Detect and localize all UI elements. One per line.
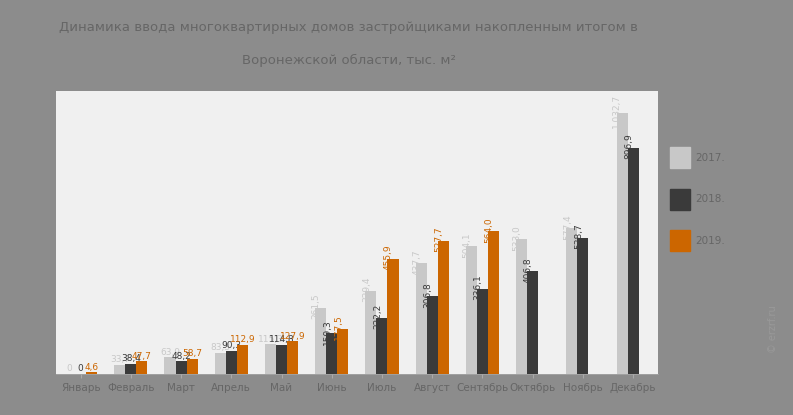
- Bar: [86, 372, 98, 374]
- Text: 38,4: 38,4: [121, 354, 141, 363]
- Bar: [164, 357, 175, 374]
- Bar: [237, 345, 248, 374]
- Text: 222,2: 222,2: [373, 304, 382, 329]
- Bar: [315, 308, 326, 374]
- Bar: [627, 147, 638, 374]
- Bar: [226, 351, 237, 374]
- Bar: [577, 238, 588, 374]
- Bar: [326, 333, 337, 374]
- Text: 48,2: 48,2: [171, 352, 191, 361]
- Text: 2018.: 2018.: [695, 194, 726, 204]
- Bar: [377, 317, 388, 374]
- Text: 0: 0: [67, 364, 72, 373]
- Text: © erzrf.ru: © erzrf.ru: [768, 305, 778, 353]
- Text: 533,0: 533,0: [512, 225, 522, 251]
- Bar: [276, 344, 287, 374]
- Bar: [566, 228, 577, 374]
- Text: 336,1: 336,1: [473, 275, 482, 300]
- Bar: [114, 365, 125, 374]
- Bar: [477, 289, 488, 374]
- Text: 406,8: 406,8: [523, 257, 533, 283]
- Text: 83,3: 83,3: [210, 343, 230, 352]
- Bar: [427, 296, 438, 374]
- Bar: [388, 259, 399, 374]
- Bar: [438, 241, 449, 374]
- Text: 2017.: 2017.: [695, 153, 726, 163]
- Text: 47,7: 47,7: [132, 352, 151, 361]
- Bar: [516, 239, 527, 374]
- Bar: [416, 263, 427, 374]
- Bar: [287, 341, 298, 374]
- Text: 114,8: 114,8: [269, 335, 294, 344]
- Text: 4,6: 4,6: [85, 363, 99, 371]
- Bar: [136, 361, 147, 374]
- Bar: [125, 364, 136, 374]
- Text: 33,7: 33,7: [109, 355, 130, 364]
- Text: 577,4: 577,4: [563, 214, 572, 239]
- Text: 306,8: 306,8: [423, 282, 432, 308]
- Bar: [186, 359, 197, 374]
- Text: 896,9: 896,9: [624, 133, 633, 159]
- Text: 437,7: 437,7: [412, 249, 421, 275]
- Text: 115,3: 115,3: [258, 334, 283, 344]
- Text: 63,9: 63,9: [160, 348, 180, 356]
- Text: 159,3: 159,3: [323, 319, 331, 345]
- Text: 504,1: 504,1: [462, 232, 471, 258]
- Bar: [366, 290, 377, 374]
- Text: 527,7: 527,7: [435, 227, 443, 252]
- Bar: [175, 361, 186, 374]
- Text: 564,0: 564,0: [485, 217, 493, 243]
- Bar: [488, 232, 499, 374]
- Text: Воронежской области, тыс. м²: Воронежской области, тыс. м²: [242, 54, 456, 67]
- Text: 0: 0: [78, 364, 83, 373]
- Text: 329,4: 329,4: [362, 276, 371, 302]
- Text: 2019.: 2019.: [695, 236, 726, 246]
- Bar: [337, 329, 348, 374]
- Text: 90,3: 90,3: [221, 341, 241, 350]
- Text: 455,9: 455,9: [384, 244, 393, 270]
- Text: 1 032,7: 1 032,7: [613, 95, 622, 129]
- Text: 261,5: 261,5: [312, 293, 320, 319]
- Bar: [465, 247, 477, 374]
- Bar: [265, 344, 276, 374]
- Text: 58,7: 58,7: [182, 349, 202, 358]
- Text: 177,5: 177,5: [334, 315, 343, 340]
- Text: 538,7: 538,7: [574, 224, 583, 249]
- Text: Динамика ввода многоквартирных домов застройщиками накопленным итогом в: Динамика ввода многоквартирных домов зас…: [59, 21, 638, 34]
- Bar: [527, 271, 538, 374]
- Text: 112,9: 112,9: [229, 335, 255, 344]
- Bar: [616, 113, 627, 374]
- Text: 127,9: 127,9: [280, 332, 305, 341]
- Bar: [215, 352, 226, 374]
